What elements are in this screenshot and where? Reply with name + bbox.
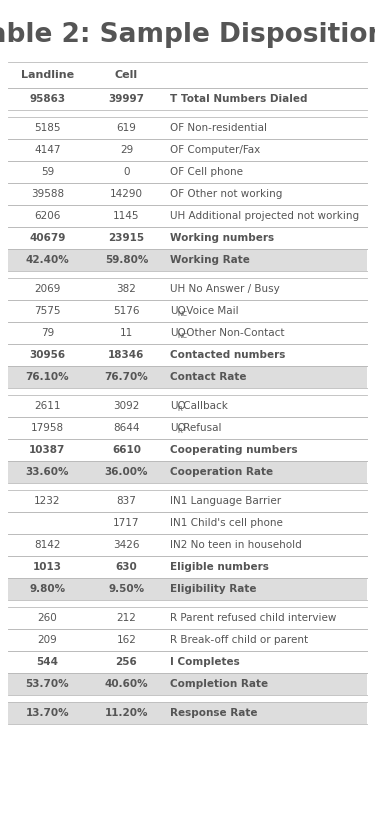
Bar <box>8 366 367 388</box>
Text: OF Cell phone: OF Cell phone <box>170 167 243 177</box>
Text: Cell: Cell <box>115 70 138 80</box>
Text: 8142: 8142 <box>34 540 61 550</box>
Text: Other Non-Contact: Other Non-Contact <box>183 328 285 338</box>
Text: 619: 619 <box>117 123 136 133</box>
Text: 382: 382 <box>117 284 136 294</box>
Text: 0: 0 <box>123 167 130 177</box>
Text: 39588: 39588 <box>31 189 64 199</box>
Text: I Completes: I Completes <box>170 657 240 667</box>
Text: 5176: 5176 <box>113 306 140 316</box>
Bar <box>8 673 367 695</box>
Text: 9.80%: 9.80% <box>29 584 66 594</box>
Text: 36.00%: 36.00% <box>105 467 148 477</box>
Text: 209: 209 <box>38 635 57 645</box>
Text: Working numbers: Working numbers <box>170 233 274 243</box>
Text: 6206: 6206 <box>34 211 61 221</box>
Text: NC: NC <box>178 333 188 339</box>
Text: 837: 837 <box>117 496 136 506</box>
Text: R Break-off child or parent: R Break-off child or parent <box>170 635 308 645</box>
Text: 212: 212 <box>117 613 136 623</box>
Text: R: R <box>178 428 183 434</box>
Text: IN2 No teen in household: IN2 No teen in household <box>170 540 302 550</box>
Text: Eligibility Rate: Eligibility Rate <box>170 584 256 594</box>
Text: 2069: 2069 <box>34 284 61 294</box>
Text: 29: 29 <box>120 145 133 155</box>
Text: 53.70%: 53.70% <box>26 679 69 689</box>
Text: 3092: 3092 <box>113 401 140 411</box>
Text: 544: 544 <box>36 657 58 667</box>
Text: 14290: 14290 <box>110 189 143 199</box>
Text: 40.60%: 40.60% <box>105 679 148 689</box>
Text: 10387: 10387 <box>29 445 66 455</box>
Text: UO: UO <box>170 401 186 411</box>
Text: 95863: 95863 <box>29 94 66 104</box>
Text: UO: UO <box>170 423 186 433</box>
Text: 40679: 40679 <box>29 233 66 243</box>
Text: 39997: 39997 <box>108 94 144 104</box>
Text: 59: 59 <box>41 167 54 177</box>
Text: Table 2: Sample Dispositions: Table 2: Sample Dispositions <box>0 22 375 48</box>
Text: OF Other not working: OF Other not working <box>170 189 282 199</box>
Text: Eligible numbers: Eligible numbers <box>170 562 269 572</box>
Text: Working Rate: Working Rate <box>170 255 250 265</box>
Text: Refusal: Refusal <box>180 423 222 433</box>
Text: 1232: 1232 <box>34 496 61 506</box>
Bar <box>8 461 367 483</box>
Text: 6610: 6610 <box>112 445 141 455</box>
Text: R: R <box>178 406 183 412</box>
Text: OF Non-residential: OF Non-residential <box>170 123 267 133</box>
Text: Response Rate: Response Rate <box>170 708 258 718</box>
Text: OF Computer/Fax: OF Computer/Fax <box>170 145 260 155</box>
Text: Contacted numbers: Contacted numbers <box>170 350 285 360</box>
Text: 30956: 30956 <box>29 350 66 360</box>
Text: IN1 Child's cell phone: IN1 Child's cell phone <box>170 518 283 528</box>
Text: R Parent refused child interview: R Parent refused child interview <box>170 613 336 623</box>
Text: 8644: 8644 <box>113 423 140 433</box>
Text: 260: 260 <box>38 613 57 623</box>
Text: Contact Rate: Contact Rate <box>170 372 246 382</box>
Text: Voice Mail: Voice Mail <box>183 306 238 316</box>
Text: 1013: 1013 <box>33 562 62 572</box>
Text: 79: 79 <box>41 328 54 338</box>
Text: 630: 630 <box>116 562 137 572</box>
Text: 76.10%: 76.10% <box>26 372 69 382</box>
Text: 17958: 17958 <box>31 423 64 433</box>
Text: 59.80%: 59.80% <box>105 255 148 265</box>
Text: 2611: 2611 <box>34 401 61 411</box>
Text: T Total Numbers Dialed: T Total Numbers Dialed <box>170 94 308 104</box>
Text: 3426: 3426 <box>113 540 140 550</box>
Text: Completion Rate: Completion Rate <box>170 679 268 689</box>
Text: 4147: 4147 <box>34 145 61 155</box>
Text: 42.40%: 42.40% <box>26 255 69 265</box>
Text: UO: UO <box>170 306 186 316</box>
Text: UH Additional projected not working: UH Additional projected not working <box>170 211 359 221</box>
Text: 18346: 18346 <box>108 350 145 360</box>
Text: Cooperating numbers: Cooperating numbers <box>170 445 298 455</box>
Text: 1717: 1717 <box>113 518 140 528</box>
Text: 9.50%: 9.50% <box>108 584 144 594</box>
Text: NC: NC <box>178 311 188 317</box>
Text: UH No Answer / Busy: UH No Answer / Busy <box>170 284 280 294</box>
Text: 7575: 7575 <box>34 306 61 316</box>
Text: IN1 Language Barrier: IN1 Language Barrier <box>170 496 281 506</box>
Bar <box>8 578 367 600</box>
Text: 1145: 1145 <box>113 211 140 221</box>
Text: UO: UO <box>170 328 186 338</box>
Text: Cooperation Rate: Cooperation Rate <box>170 467 273 477</box>
Text: 33.60%: 33.60% <box>26 467 69 477</box>
Text: 11: 11 <box>120 328 133 338</box>
Text: 256: 256 <box>116 657 137 667</box>
Text: Landline: Landline <box>21 70 74 80</box>
Bar <box>8 249 367 271</box>
Text: 23915: 23915 <box>108 233 144 243</box>
Bar <box>8 702 367 724</box>
Text: 5185: 5185 <box>34 123 61 133</box>
Text: 76.70%: 76.70% <box>105 372 148 382</box>
Text: Callback: Callback <box>180 401 228 411</box>
Text: 11.20%: 11.20% <box>105 708 148 718</box>
Text: 13.70%: 13.70% <box>26 708 69 718</box>
Text: 162: 162 <box>117 635 136 645</box>
